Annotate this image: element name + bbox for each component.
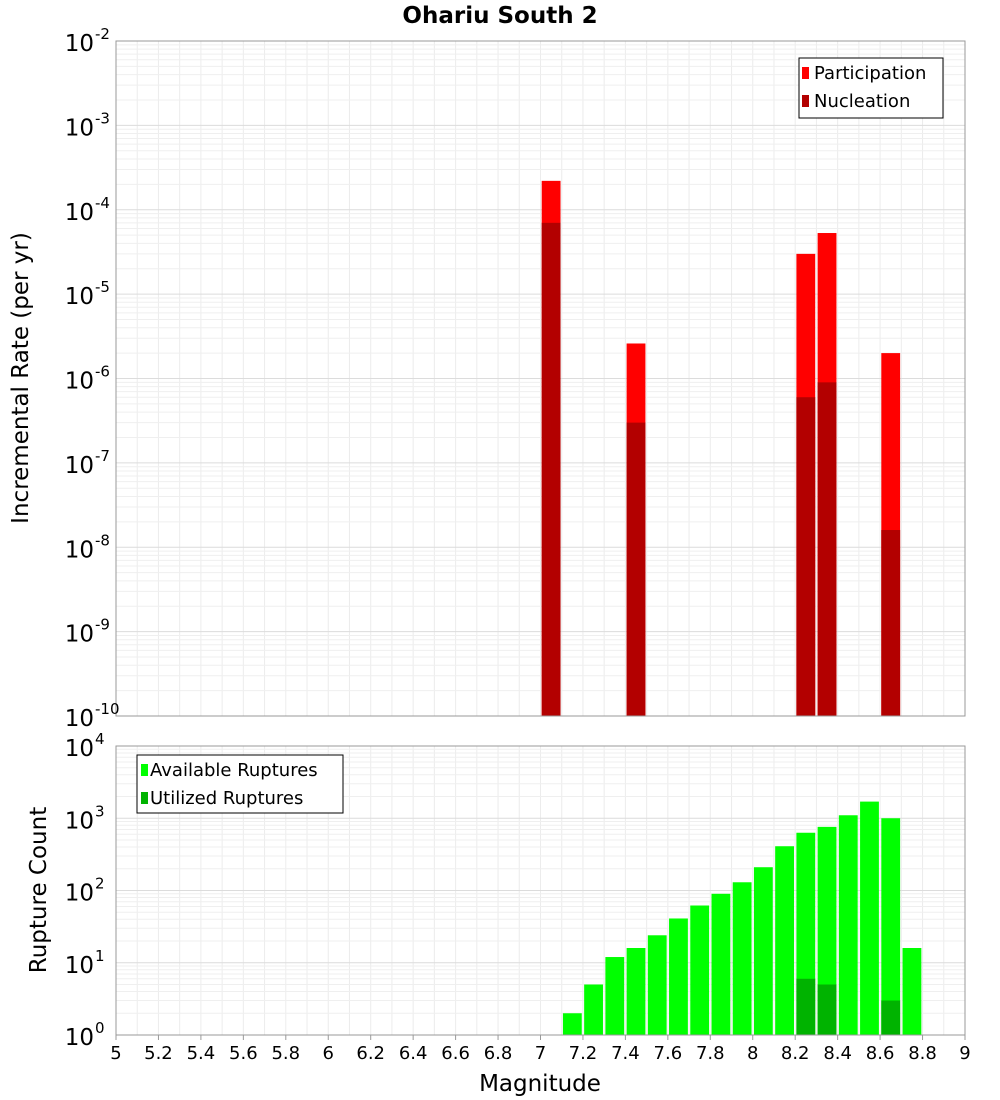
x-tick-label: 5.4 (187, 1043, 216, 1064)
bar-available-ruptures (690, 905, 710, 1035)
y-tick-label: 10 (65, 622, 94, 648)
y-tick-label: 10 (65, 537, 94, 563)
x-tick-label: 5.8 (271, 1043, 300, 1064)
bar-available-ruptures (711, 893, 731, 1035)
x-tick-label: 5.6 (229, 1043, 258, 1064)
x-tick-label: 8.6 (866, 1043, 895, 1064)
y-tick-exponent: -2 (95, 25, 110, 43)
x-tick-label: 6.2 (356, 1043, 385, 1064)
legend-label-available: Available Ruptures (150, 760, 318, 781)
bar-utilized-ruptures (796, 978, 816, 1035)
y-tick-exponent: 0 (95, 1019, 105, 1037)
bar-nucleation (796, 397, 816, 716)
bar-nucleation (541, 222, 561, 716)
bar-available-ruptures (775, 846, 794, 1035)
y-tick-label: 10 (65, 284, 94, 310)
x-tick-label: 8 (747, 1043, 758, 1064)
legend-label-nucleation: Nucleation (814, 91, 910, 112)
bar-available-ruptures (860, 801, 879, 1035)
y-tick-label: 10 (65, 881, 94, 907)
y-tick-exponent: -9 (95, 616, 110, 634)
bar-available-ruptures (817, 826, 837, 1035)
legend-swatch-nucleation (802, 95, 809, 107)
bar-available-ruptures (584, 984, 603, 1035)
bar-available-ruptures (669, 918, 688, 1035)
top-bars (541, 180, 901, 716)
bar-utilized-ruptures (817, 984, 837, 1035)
x-tick-label: 8.2 (781, 1043, 810, 1064)
x-tick-label: 5 (110, 1043, 121, 1064)
bar-available-ruptures (562, 1013, 582, 1035)
x-tick-label: 7.6 (654, 1043, 683, 1064)
y-tick-exponent: -8 (95, 531, 110, 549)
bar-nucleation (881, 530, 901, 716)
bar-nucleation (626, 422, 646, 716)
x-tick-label: 6 (323, 1043, 334, 1064)
x-tick-label: 6.6 (441, 1043, 470, 1064)
legend-label-participation: Participation (814, 63, 926, 84)
bottom-y-axis-label: Rupture Count (26, 807, 52, 973)
bar-available-ruptures (753, 867, 773, 1035)
bar-utilized-ruptures (881, 1000, 901, 1035)
y-tick-label: 10 (65, 200, 94, 226)
bar-nucleation (817, 382, 837, 716)
bar-available-ruptures (626, 948, 646, 1035)
x-axis-label: Magnitude (479, 1071, 601, 1097)
bar-available-ruptures (732, 882, 752, 1035)
legend-swatch-available (141, 764, 148, 776)
y-tick-label: 10 (65, 453, 94, 479)
y-tick-label: 10 (65, 1025, 94, 1051)
legend-swatch-participation (802, 67, 809, 79)
bar-available-ruptures (902, 948, 922, 1035)
chart-title: Ohariu South 2 (402, 3, 597, 29)
bottom-legend-box (136, 754, 344, 814)
x-tick-label: 7.2 (569, 1043, 598, 1064)
bar-available-ruptures (605, 957, 625, 1035)
y-tick-label: 10 (65, 31, 94, 57)
x-tick-label: 6.8 (484, 1043, 513, 1064)
bottom-bars (562, 801, 922, 1035)
top-gridlines (115, 41, 966, 717)
x-tick-label: 7.8 (696, 1043, 725, 1064)
y-tick-exponent: 1 (95, 947, 105, 965)
y-tick-label: 10 (65, 808, 94, 834)
top-legend: Participation Nucleation (798, 57, 944, 119)
y-tick-exponent: -3 (95, 109, 110, 127)
y-tick-exponent: -7 (95, 447, 110, 465)
y-tick-exponent: 3 (95, 802, 105, 820)
x-tick-label: 9 (959, 1043, 970, 1064)
bar-available-ruptures (647, 935, 667, 1035)
y-tick-exponent: -10 (95, 700, 120, 718)
y-tick-label: 10 (65, 115, 94, 141)
bar-available-ruptures (838, 815, 858, 1035)
x-tick-label: 8.4 (823, 1043, 852, 1064)
y-tick-label: 10 (65, 706, 94, 732)
y-tick-exponent: 4 (95, 730, 105, 748)
legend-label-utilized: Utilized Ruptures (150, 788, 303, 809)
y-tick-exponent: -6 (95, 363, 110, 381)
x-tick-label: 7.4 (611, 1043, 640, 1064)
x-tick-labels: 5 5.2 5.4 5.6 5.8 6 6.2 6.4 6.6 6.8 7 7.2 7.4 7.6 7.8 8… (110, 1035, 971, 1064)
legend-swatch-utilized (141, 792, 148, 804)
y-tick-label: 10 (65, 953, 94, 979)
bar-available-ruptures (881, 818, 901, 1035)
x-tick-label: 6.4 (399, 1043, 428, 1064)
y-tick-label: 10 (65, 369, 94, 395)
top-y-axis-label: Incremental Rate (per yr) (8, 232, 34, 524)
y-tick-label: 10 (65, 736, 94, 762)
x-tick-label: 8.8 (908, 1043, 937, 1064)
y-tick-exponent: -5 (95, 278, 110, 296)
y-tick-exponent: -4 (95, 194, 110, 212)
top-plot-border (115, 40, 966, 717)
y-tick-exponent: 2 (95, 875, 105, 893)
bottom-legend: Available Ruptures Utilized Ruptures (136, 754, 344, 814)
top-legend-box (798, 57, 944, 119)
x-tick-label: 5.2 (144, 1043, 173, 1064)
x-tick-label: 7 (535, 1043, 546, 1064)
